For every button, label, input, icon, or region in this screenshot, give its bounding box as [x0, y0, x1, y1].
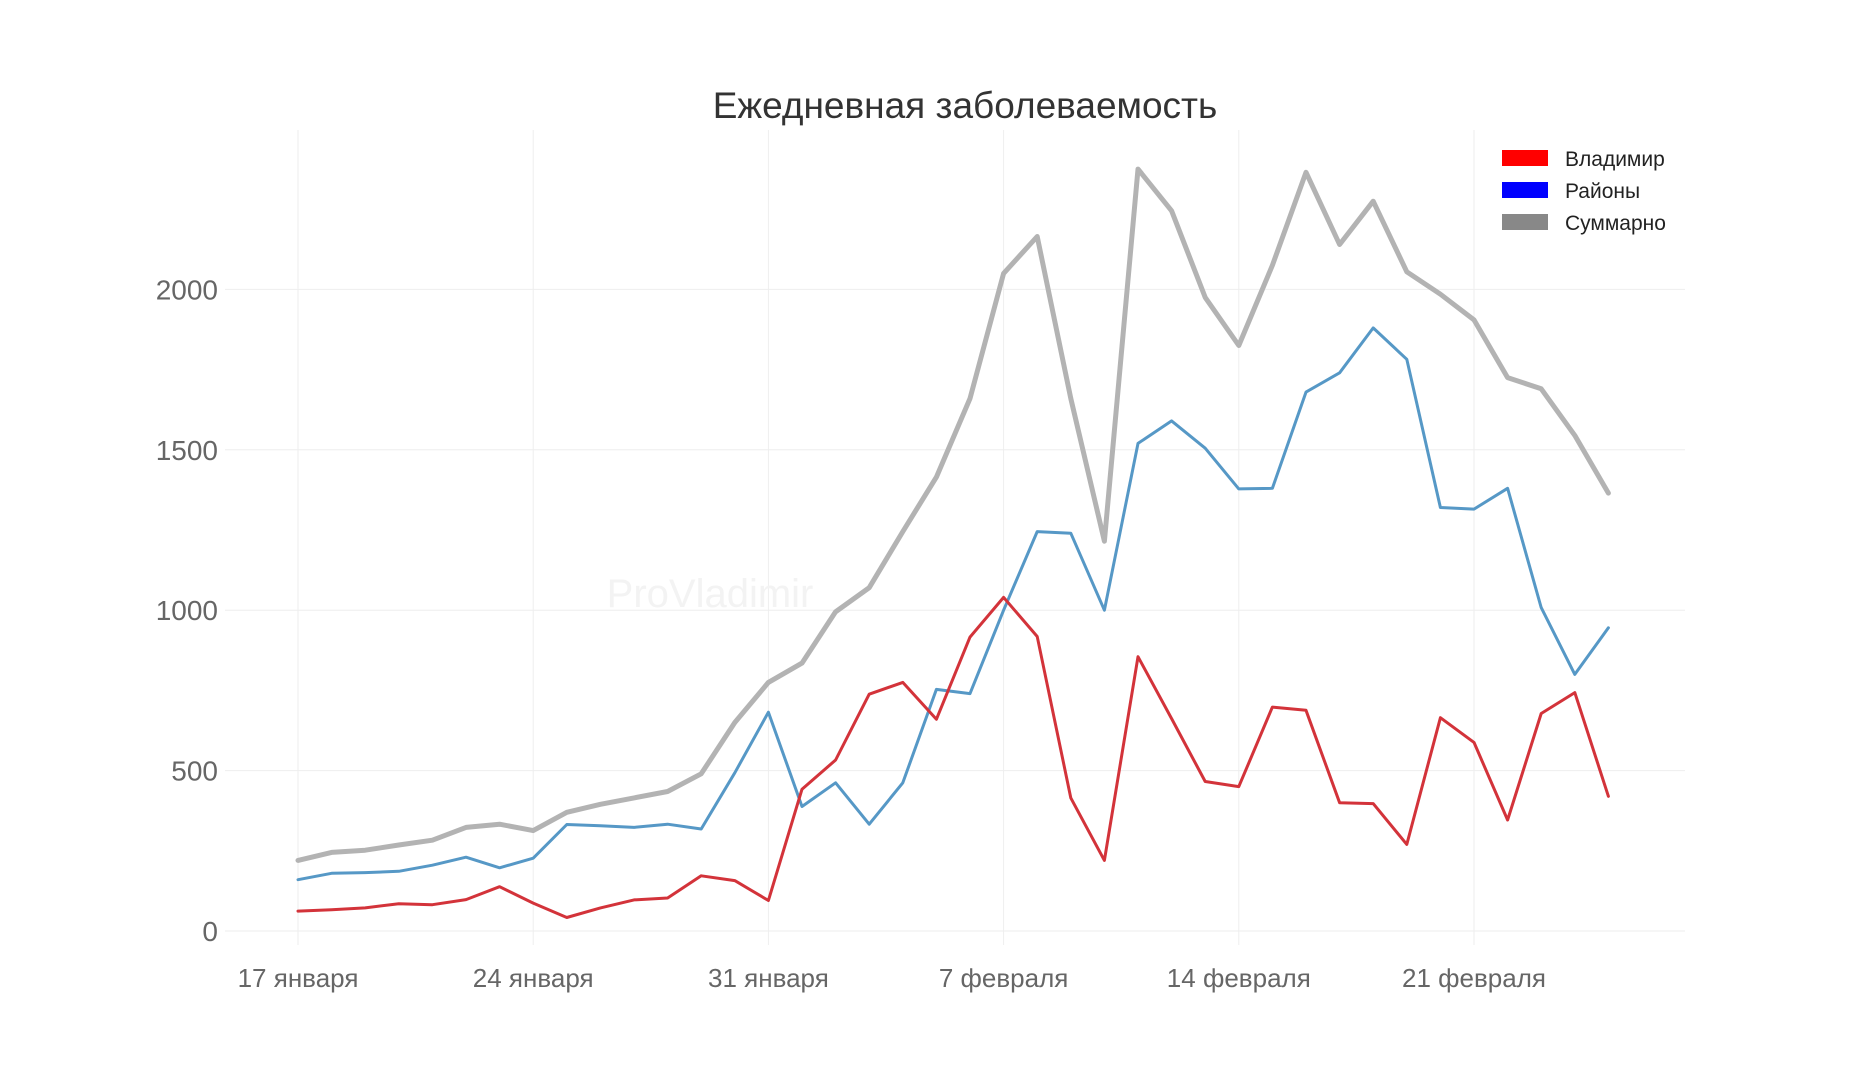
series-line-summarno [295, 166, 1611, 863]
x-tick-label: 7 февраля [939, 963, 1069, 993]
watermark-text: ProVladimir [607, 572, 814, 616]
y-tick-label: 2000 [156, 274, 218, 305]
legend: Владимир Районы Суммарно [1502, 148, 1666, 235]
legend-label-summarno: Суммарно [1565, 212, 1666, 235]
y-tick-label: 1000 [156, 595, 218, 626]
x-tick-label: 24 января [473, 963, 594, 993]
x-tick-label: 17 января [238, 963, 359, 993]
y-tick-label: 0 [202, 916, 218, 947]
x-tick-label: 31 января [708, 963, 829, 993]
x-tick-label: 21 февраля [1402, 963, 1546, 993]
y-tick-label: 1500 [156, 435, 218, 466]
legend-label-rayony: Районы [1565, 180, 1640, 203]
x-axis-ticks: 17 января 24 января 31 января 7 февраля 14 ф… [238, 963, 1546, 993]
legend-swatch-rayony [1502, 182, 1548, 198]
legend-swatch-vladimir [1502, 150, 1548, 166]
grid-lines [225, 130, 1685, 945]
x-tick-label: 14 февраля [1167, 963, 1311, 993]
chart-title: Ежедневная заболеваемость [713, 85, 1218, 126]
legend-swatch-summarno [1502, 214, 1548, 230]
y-tick-label: 500 [171, 756, 218, 787]
series-lines [295, 166, 1611, 919]
series-line-vladimir [296, 595, 1610, 919]
legend-label-vladimir: Владимир [1565, 148, 1665, 171]
series-line-rayony [296, 326, 1610, 882]
y-axis-ticks: 0 500 1000 1500 2000 [156, 274, 218, 947]
